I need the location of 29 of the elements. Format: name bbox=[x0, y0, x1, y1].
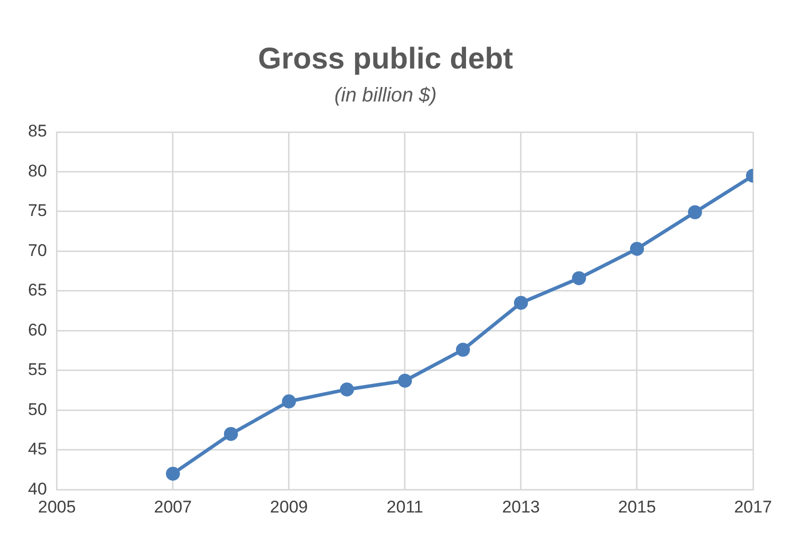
point bbox=[456, 342, 470, 357]
y-tick-label: 40 bbox=[28, 479, 47, 498]
point bbox=[224, 426, 238, 441]
x-tick-label: 2017 bbox=[734, 497, 772, 516]
y-tick-label: 60 bbox=[28, 320, 47, 340]
y-tick-label: 75 bbox=[28, 201, 47, 220]
y-tick-label: 70 bbox=[28, 240, 47, 260]
chart-title: Gross public debt bbox=[258, 42, 514, 76]
y-tick-label: 50 bbox=[28, 400, 47, 419]
point bbox=[514, 296, 528, 310]
x-tick-label: 2013 bbox=[502, 497, 540, 516]
x-tick-label: 2007 bbox=[154, 497, 192, 516]
chart-subtitle: (in billion $) bbox=[334, 84, 437, 107]
y-tick-label: 80 bbox=[28, 161, 47, 180]
x-tick-label: 2015 bbox=[618, 497, 656, 516]
point bbox=[166, 466, 180, 481]
y-tick-label: 45 bbox=[28, 440, 47, 459]
x-tick-label: 2011 bbox=[386, 497, 424, 516]
y-tick-label: 65 bbox=[28, 280, 47, 300]
point bbox=[572, 271, 586, 286]
y-tick-label: 85 bbox=[28, 122, 47, 141]
point bbox=[398, 374, 412, 388]
x-tick-label: 2009 bbox=[270, 497, 308, 516]
y-tick-label: 55 bbox=[28, 360, 47, 380]
point bbox=[282, 394, 296, 408]
point bbox=[340, 382, 354, 396]
point bbox=[688, 205, 702, 220]
point bbox=[630, 242, 644, 256]
x-tick-label: 2005 bbox=[38, 497, 76, 516]
